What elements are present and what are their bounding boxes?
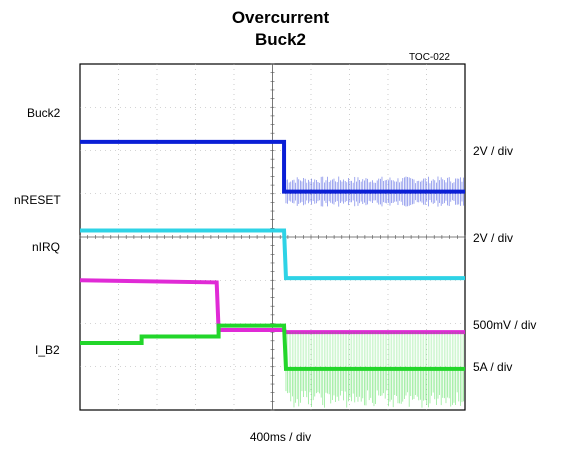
trace-edge: [80, 325, 465, 370]
scale-label-ib2: 5A / div: [473, 360, 513, 374]
channel-label-ib2: I_B2: [35, 343, 60, 357]
chart-title-line1: Overcurrent: [231, 8, 330, 27]
scale-label-buck2: 2V / div: [473, 144, 514, 158]
channel-label-buck2: Buck2: [27, 106, 61, 120]
trace-i-b2: [80, 323, 465, 408]
traces: [79, 139, 465, 408]
trace-edge: [80, 229, 465, 279]
trace-nirq: [79, 278, 465, 335]
trace-edge: [79, 279, 465, 333]
scale-label-nirq: 500mV / div: [473, 318, 537, 332]
x-axis-label: 400ms / div: [249, 430, 312, 444]
trace-edge: [80, 141, 465, 193]
channel-label-nirq: nIRQ: [32, 240, 61, 254]
chart-title-line2: Buck2: [254, 30, 307, 49]
channel-label-nreset: nRESET: [14, 193, 61, 207]
trace-nreset: [80, 228, 465, 281]
figure-id: TOC-022: [409, 52, 450, 63]
trace-buck2: [80, 139, 465, 207]
scale-label-nreset: 2V / div: [473, 231, 514, 245]
